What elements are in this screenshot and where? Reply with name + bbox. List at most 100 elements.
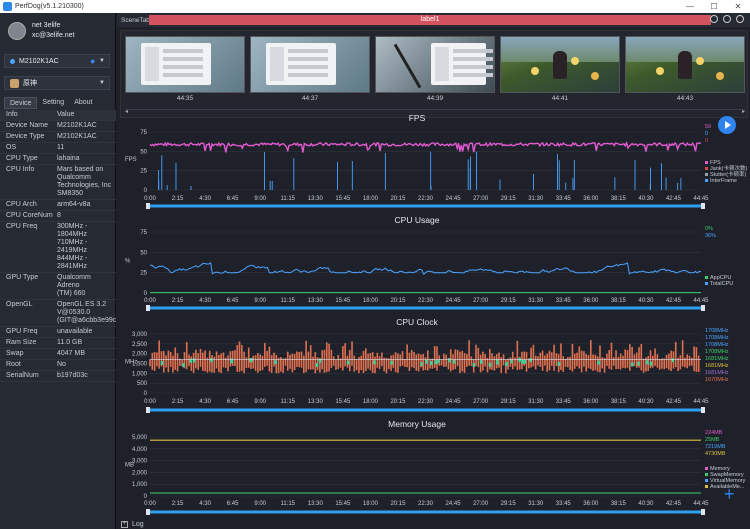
scrollbar-handle-left[interactable] [146, 407, 150, 413]
x-tick-label: 22:30 [418, 298, 434, 304]
scrollbar-handle-left[interactable] [146, 305, 150, 311]
screenshot-thumbnail[interactable] [375, 36, 495, 93]
table-row: OpenGL OpenGL ES 3.2 V@0530.0 (GIT@a6cbb3… [0, 300, 116, 327]
main-panel: SceneTab label1 ◂ ▸ 44:35 44:37 44:39 44:41… [117, 13, 750, 529]
legend-item: SwapMemory [710, 472, 744, 478]
x-tick-label: 33:45 [556, 298, 572, 304]
play-button[interactable] [718, 116, 736, 134]
screenshot-thumbnail[interactable] [625, 36, 745, 93]
series-cpu-clock-alt [420, 362, 423, 367]
series-cpu-clock-alt [488, 362, 492, 367]
x-tick-label: 44:45 [693, 298, 709, 304]
scene-tab[interactable]: SceneTab [121, 16, 150, 24]
legend-item: VirtualMemory [710, 478, 746, 484]
series-cpu-clock-alt [160, 360, 164, 365]
x-tick-label: 27:00 [473, 399, 489, 405]
close-button[interactable]: ✕ [734, 2, 742, 11]
series-cpu-clock-alt [452, 359, 456, 364]
expand-log-button[interactable]: + [121, 520, 128, 528]
series-cpu-clock-alt [189, 358, 193, 363]
series-cpu-clock-alt [182, 363, 185, 368]
location-icon[interactable] [710, 15, 718, 23]
y-tick-label: 0 [144, 188, 148, 194]
x-tick-label: 11:15 [280, 196, 295, 202]
log-label[interactable]: Log [132, 520, 144, 528]
scrollbar-handle-right[interactable] [701, 407, 705, 413]
timeline-scrollbar[interactable] [147, 510, 704, 514]
legend-value: 1670MHz [705, 377, 729, 383]
device-select-value: M2102K1AC [19, 57, 59, 65]
legend-value: 7219MB [705, 444, 726, 450]
scrollbar-handle-right[interactable] [701, 305, 705, 311]
scene-label[interactable]: label1 [149, 15, 711, 25]
settings-icon[interactable] [736, 15, 744, 23]
add-chart-icon[interactable]: + [724, 484, 735, 504]
minimize-button[interactable]: — [686, 2, 694, 11]
series-cpu-clock-alt [318, 358, 322, 363]
series-cpu-clock-alt [373, 360, 376, 365]
x-tick-label: 9:00 [254, 196, 266, 202]
image-icon[interactable] [723, 15, 731, 23]
series-cpu-clock-alt [390, 360, 393, 365]
legend-swatch [705, 282, 708, 285]
y-tick-label: 3,000 [132, 459, 148, 465]
chevron-down-icon: ▼ [99, 80, 105, 86]
x-tick-label: 38:15 [611, 399, 627, 405]
scrollbar-handle-left[interactable] [146, 509, 150, 515]
x-tick-label: 0:00 [144, 298, 156, 304]
x-tick-label: 13:30 [308, 501, 324, 507]
row-value: Qualcomm Adreno (TM) 660 [57, 274, 91, 297]
scrollbar-handle-left[interactable] [146, 203, 150, 209]
x-tick-label: 11:15 [280, 399, 295, 405]
x-tick-label: 20:15 [390, 298, 406, 304]
series-cpu-clock-alt [434, 360, 438, 365]
series-cpu-clock-alt [597, 360, 601, 365]
y-tick-label: 50 [140, 149, 147, 155]
x-tick-label: 44:45 [693, 399, 709, 405]
x-tick-label: 42:45 [666, 501, 682, 507]
tab-about[interactable]: About [74, 99, 93, 106]
x-tick-label: 15:45 [335, 298, 351, 304]
legend-value: 1681MHz [705, 356, 729, 362]
x-tick-label: 20:15 [390, 399, 406, 405]
y-axis-label: FPS [125, 157, 137, 163]
chart-title: CPU Clock [396, 317, 438, 327]
x-tick-label: 13:30 [308, 399, 324, 405]
timeline-scrollbar[interactable] [147, 204, 704, 208]
avatar[interactable] [8, 22, 26, 40]
tab-setting[interactable]: Setting [42, 99, 65, 106]
legend-item: FPS [710, 160, 721, 166]
scrollbar-handle-right[interactable] [701, 203, 705, 209]
y-axis-label: % [125, 259, 131, 265]
y-tick-label: 2,000 [132, 352, 148, 358]
x-tick-label: 44:45 [693, 196, 709, 202]
row-key: GPU Type [6, 274, 39, 281]
row-key: OpenGL [6, 301, 33, 308]
scroll-right-icon[interactable]: ▸ [741, 109, 745, 115]
row-value: 8 [57, 212, 61, 219]
x-tick-label: 36:00 [583, 501, 599, 507]
screenshot-thumbnail[interactable] [250, 36, 370, 93]
x-tick-label: 31:30 [528, 298, 544, 304]
row-key: Device Name [6, 122, 49, 129]
x-tick-label: 4:30 [199, 196, 211, 202]
x-tick-label: 18:00 [363, 196, 379, 202]
scrollbar-handle-right[interactable] [701, 509, 705, 515]
device-select[interactable]: M2102K1AC ◆ ▼ [4, 54, 110, 68]
maximize-button[interactable]: ☐ [710, 2, 718, 11]
x-tick-label: 33:45 [556, 399, 572, 405]
tab-device[interactable]: Device [4, 97, 38, 109]
timeline-scrollbar[interactable] [147, 306, 704, 310]
x-tick-label: 27:00 [473, 196, 489, 202]
scroll-left-icon[interactable]: ◂ [125, 109, 129, 115]
screenshot-strip-scrollbar[interactable]: ◂ ▸ [125, 109, 745, 115]
screenshot-thumbnail[interactable] [125, 36, 245, 93]
screenshot-thumbnail[interactable] [500, 36, 620, 93]
row-value: No [57, 361, 66, 368]
app-select[interactable]: 原神 ▼ [4, 76, 110, 90]
legend-value: 0% [705, 226, 713, 232]
x-tick-label: 29:15 [501, 298, 517, 304]
timeline-scrollbar[interactable] [147, 408, 704, 412]
series-cpu-clock-alt [518, 357, 521, 362]
chart-title: Memory Usage [388, 419, 446, 429]
